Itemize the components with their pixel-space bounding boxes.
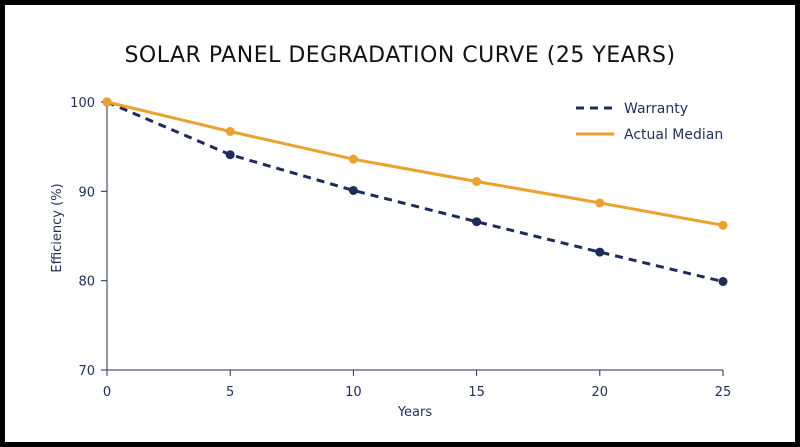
data-point-warranty <box>595 247 605 257</box>
x-tick-label: 0 <box>103 385 111 400</box>
x-tick-label: 15 <box>468 385 485 400</box>
y-tick-label: 70 <box>78 364 95 379</box>
x-tick-label: 10 <box>345 385 362 400</box>
series-line-actual-median <box>106 100 724 227</box>
x-tick-label: 5 <box>226 385 234 400</box>
y-axis-label: Efficiency (%) <box>50 183 65 272</box>
data-point-actual-median <box>102 97 112 107</box>
series-layer <box>102 97 728 287</box>
legend: Warranty Actual Median <box>576 101 723 143</box>
legend-label-actual-median: Actual Median <box>624 127 723 143</box>
y-tick-label: 80 <box>78 275 95 290</box>
data-point-warranty <box>472 217 482 227</box>
y-tick-label: 90 <box>78 185 95 200</box>
data-point-actual-median <box>225 126 235 136</box>
data-point-warranty <box>718 277 728 287</box>
data-point-warranty <box>348 185 358 195</box>
data-point-warranty <box>225 150 235 160</box>
series-line-warranty <box>106 100 724 284</box>
data-point-actual-median <box>718 220 728 230</box>
chart-title: SOLAR PANEL DEGRADATION CURVE (25 YEARS) <box>124 43 676 68</box>
y-tick-label: 100 <box>70 96 95 111</box>
data-point-actual-median <box>595 198 605 208</box>
x-axis-label: Years <box>397 405 433 420</box>
data-point-actual-median <box>472 177 482 187</box>
legend-label-warranty: Warranty <box>624 101 688 117</box>
axes: 70 80 90 100 0 5 10 15 20 25 Years Efficiency (%) <box>50 96 731 420</box>
data-point-actual-median <box>348 154 358 164</box>
x-tick-label: 20 <box>592 385 609 400</box>
x-tick-label: 25 <box>715 385 732 400</box>
